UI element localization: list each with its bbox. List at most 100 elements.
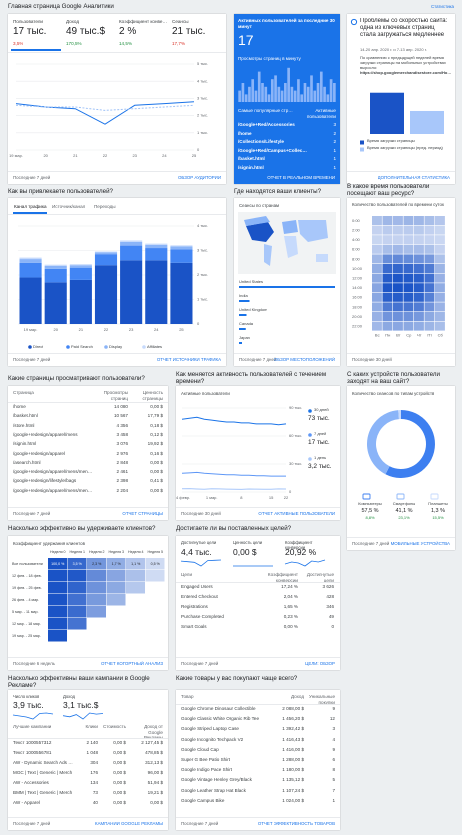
legend-total: 73 тыс. <box>308 415 330 422</box>
heat-cell <box>424 254 435 264</box>
y-tick-label: 5 тыс. <box>197 61 208 66</box>
selected-tab <box>13 212 47 214</box>
tab[interactable]: Переходы <box>94 204 116 209</box>
y-tick-label: 2 тыс. <box>197 272 208 277</box>
insights-button[interactable]: Статистика <box>430 4 454 9</box>
country-name: Japan <box>239 336 250 340</box>
table-cell: 2 848 <box>116 459 129 465</box>
footer-link[interactable]: Мобильные устройства <box>390 541 450 546</box>
y-tick-label: 2 тыс. <box>197 113 208 118</box>
activity-subtitle: Активные пользователи <box>181 391 230 396</box>
device-share: 1,3 % <box>430 508 446 514</box>
table-cell: Google Indigo Pace Shirt <box>181 767 233 773</box>
insight-link[interactable]: Дополнительная статистика <box>377 175 450 180</box>
bar-segment <box>94 252 118 255</box>
footer-link[interactable]: Отчет Эффективность товаров <box>257 821 335 826</box>
time-card: Количество пользователей по времени суто… <box>347 198 455 366</box>
table-cell: 1 392,42 $ <box>282 726 304 732</box>
bar <box>293 90 297 102</box>
column-header: Неделя 2 <box>88 550 105 554</box>
heat-cell <box>414 312 424 321</box>
heatmap-subtitle: Количество пользователей по времени суто… <box>352 202 444 207</box>
map-region <box>284 236 298 258</box>
metric-change: 14,5% <box>119 41 133 46</box>
tab[interactable]: Источник/канал <box>52 204 86 209</box>
column-header: Неделя 1 <box>69 550 86 554</box>
bar-segment <box>69 264 92 266</box>
footer-link[interactable]: Обзор местоположений <box>273 357 335 362</box>
bar <box>251 79 255 102</box>
table-cell: Google Leather Strap Hat Black <box>181 787 246 793</box>
tab[interactable]: Канал трафика <box>14 204 47 209</box>
heat-cell <box>393 273 403 283</box>
realtime-card: Активных пользователей за последние 30 м… <box>234 14 340 184</box>
table-cell: 2 140 <box>86 740 99 745</box>
table-cell: 2 461 <box>116 469 129 475</box>
legend-total: 3,2 тыс. <box>308 463 332 470</box>
cohort-cell <box>48 606 67 618</box>
legend-swatch <box>104 345 108 349</box>
heat-cell <box>435 264 445 273</box>
bar-segment <box>69 279 92 324</box>
y-tick-label: 0 <box>197 321 200 326</box>
bar <box>297 79 300 102</box>
device-name: Смартфоны <box>392 502 416 506</box>
footer-link[interactable]: Кампании Google Рекламы <box>95 821 163 826</box>
donut-slice <box>366 410 399 475</box>
footer-link[interactable]: Отчет Когортный анализ <box>101 661 163 666</box>
heat-cell <box>414 244 424 254</box>
heat-cell <box>403 244 414 254</box>
bar <box>270 79 274 102</box>
cohort-cell <box>48 630 67 642</box>
cohort-cell <box>106 558 126 570</box>
table-cell: 0,23 % <box>283 614 298 619</box>
chart <box>239 342 242 344</box>
legend-label: Display <box>109 344 123 349</box>
retention-subtitle: Коэффициент удержания клиентов <box>13 541 85 546</box>
footer-link[interactable]: Отчет Страницы <box>122 511 163 516</box>
section-title: Насколько эффективны ваши кампании в Goo… <box>8 675 150 690</box>
table-cell: 51,94 $ <box>147 780 163 785</box>
table-cell: 478,85 $ <box>145 750 163 755</box>
footer-link[interactable]: Обзор аудитории <box>177 175 221 180</box>
cohort-cell <box>67 558 87 570</box>
row-label: 12 мар. - 18 мар. <box>12 621 41 626</box>
heat-cell <box>435 312 445 321</box>
x-tick-label: 20 <box>43 153 48 158</box>
table-cell: 2 <box>333 130 336 136</box>
donut-slice <box>385 410 435 478</box>
table-cell: 2 976 <box>116 450 129 456</box>
realtime-link[interactable]: Отчет в реальном времени <box>267 175 335 180</box>
heat-cell <box>414 321 424 331</box>
sparkline <box>62 712 104 720</box>
legend-label: Время загрузки страницы <box>367 139 415 143</box>
heat-cell <box>393 216 403 225</box>
footer-link[interactable]: Отчет Источники трафика <box>156 357 221 362</box>
heat-cell <box>414 216 424 225</box>
table-cell: /google+redesign/apparel/mens/mens+t+shi… <box>13 469 93 475</box>
table-cell: 9 <box>332 706 335 711</box>
bar-segment <box>94 254 118 266</box>
y-tick-label: 90 тыс. <box>289 405 302 410</box>
column-header: Доход <box>290 694 304 699</box>
devices-subtitle: Количество сеансов по типам устройств <box>352 391 435 396</box>
x-tick-label: 15 <box>269 495 274 500</box>
pages-card: Страница Просмотры страниц Ценность страни… <box>8 386 168 520</box>
table-cell: 4 356 <box>116 422 129 428</box>
chart <box>239 300 250 302</box>
heat-cell <box>424 244 435 254</box>
sparkline <box>12 712 54 720</box>
legend-swatch <box>360 147 364 152</box>
footer-link[interactable]: Цели: обзор <box>305 661 335 666</box>
bar-segment <box>120 241 143 246</box>
insight-icon <box>350 18 358 26</box>
bar <box>300 94 304 102</box>
footer-link[interactable]: Отчет Активные пользователи <box>258 511 335 516</box>
cohort-cell <box>87 582 106 594</box>
heat-cell <box>372 216 382 225</box>
bar-segment <box>44 282 67 324</box>
bar <box>239 328 246 330</box>
bar-segment <box>120 245 143 261</box>
realtime-value: 17 <box>238 32 254 48</box>
hour-label: 2:00 <box>352 227 361 232</box>
